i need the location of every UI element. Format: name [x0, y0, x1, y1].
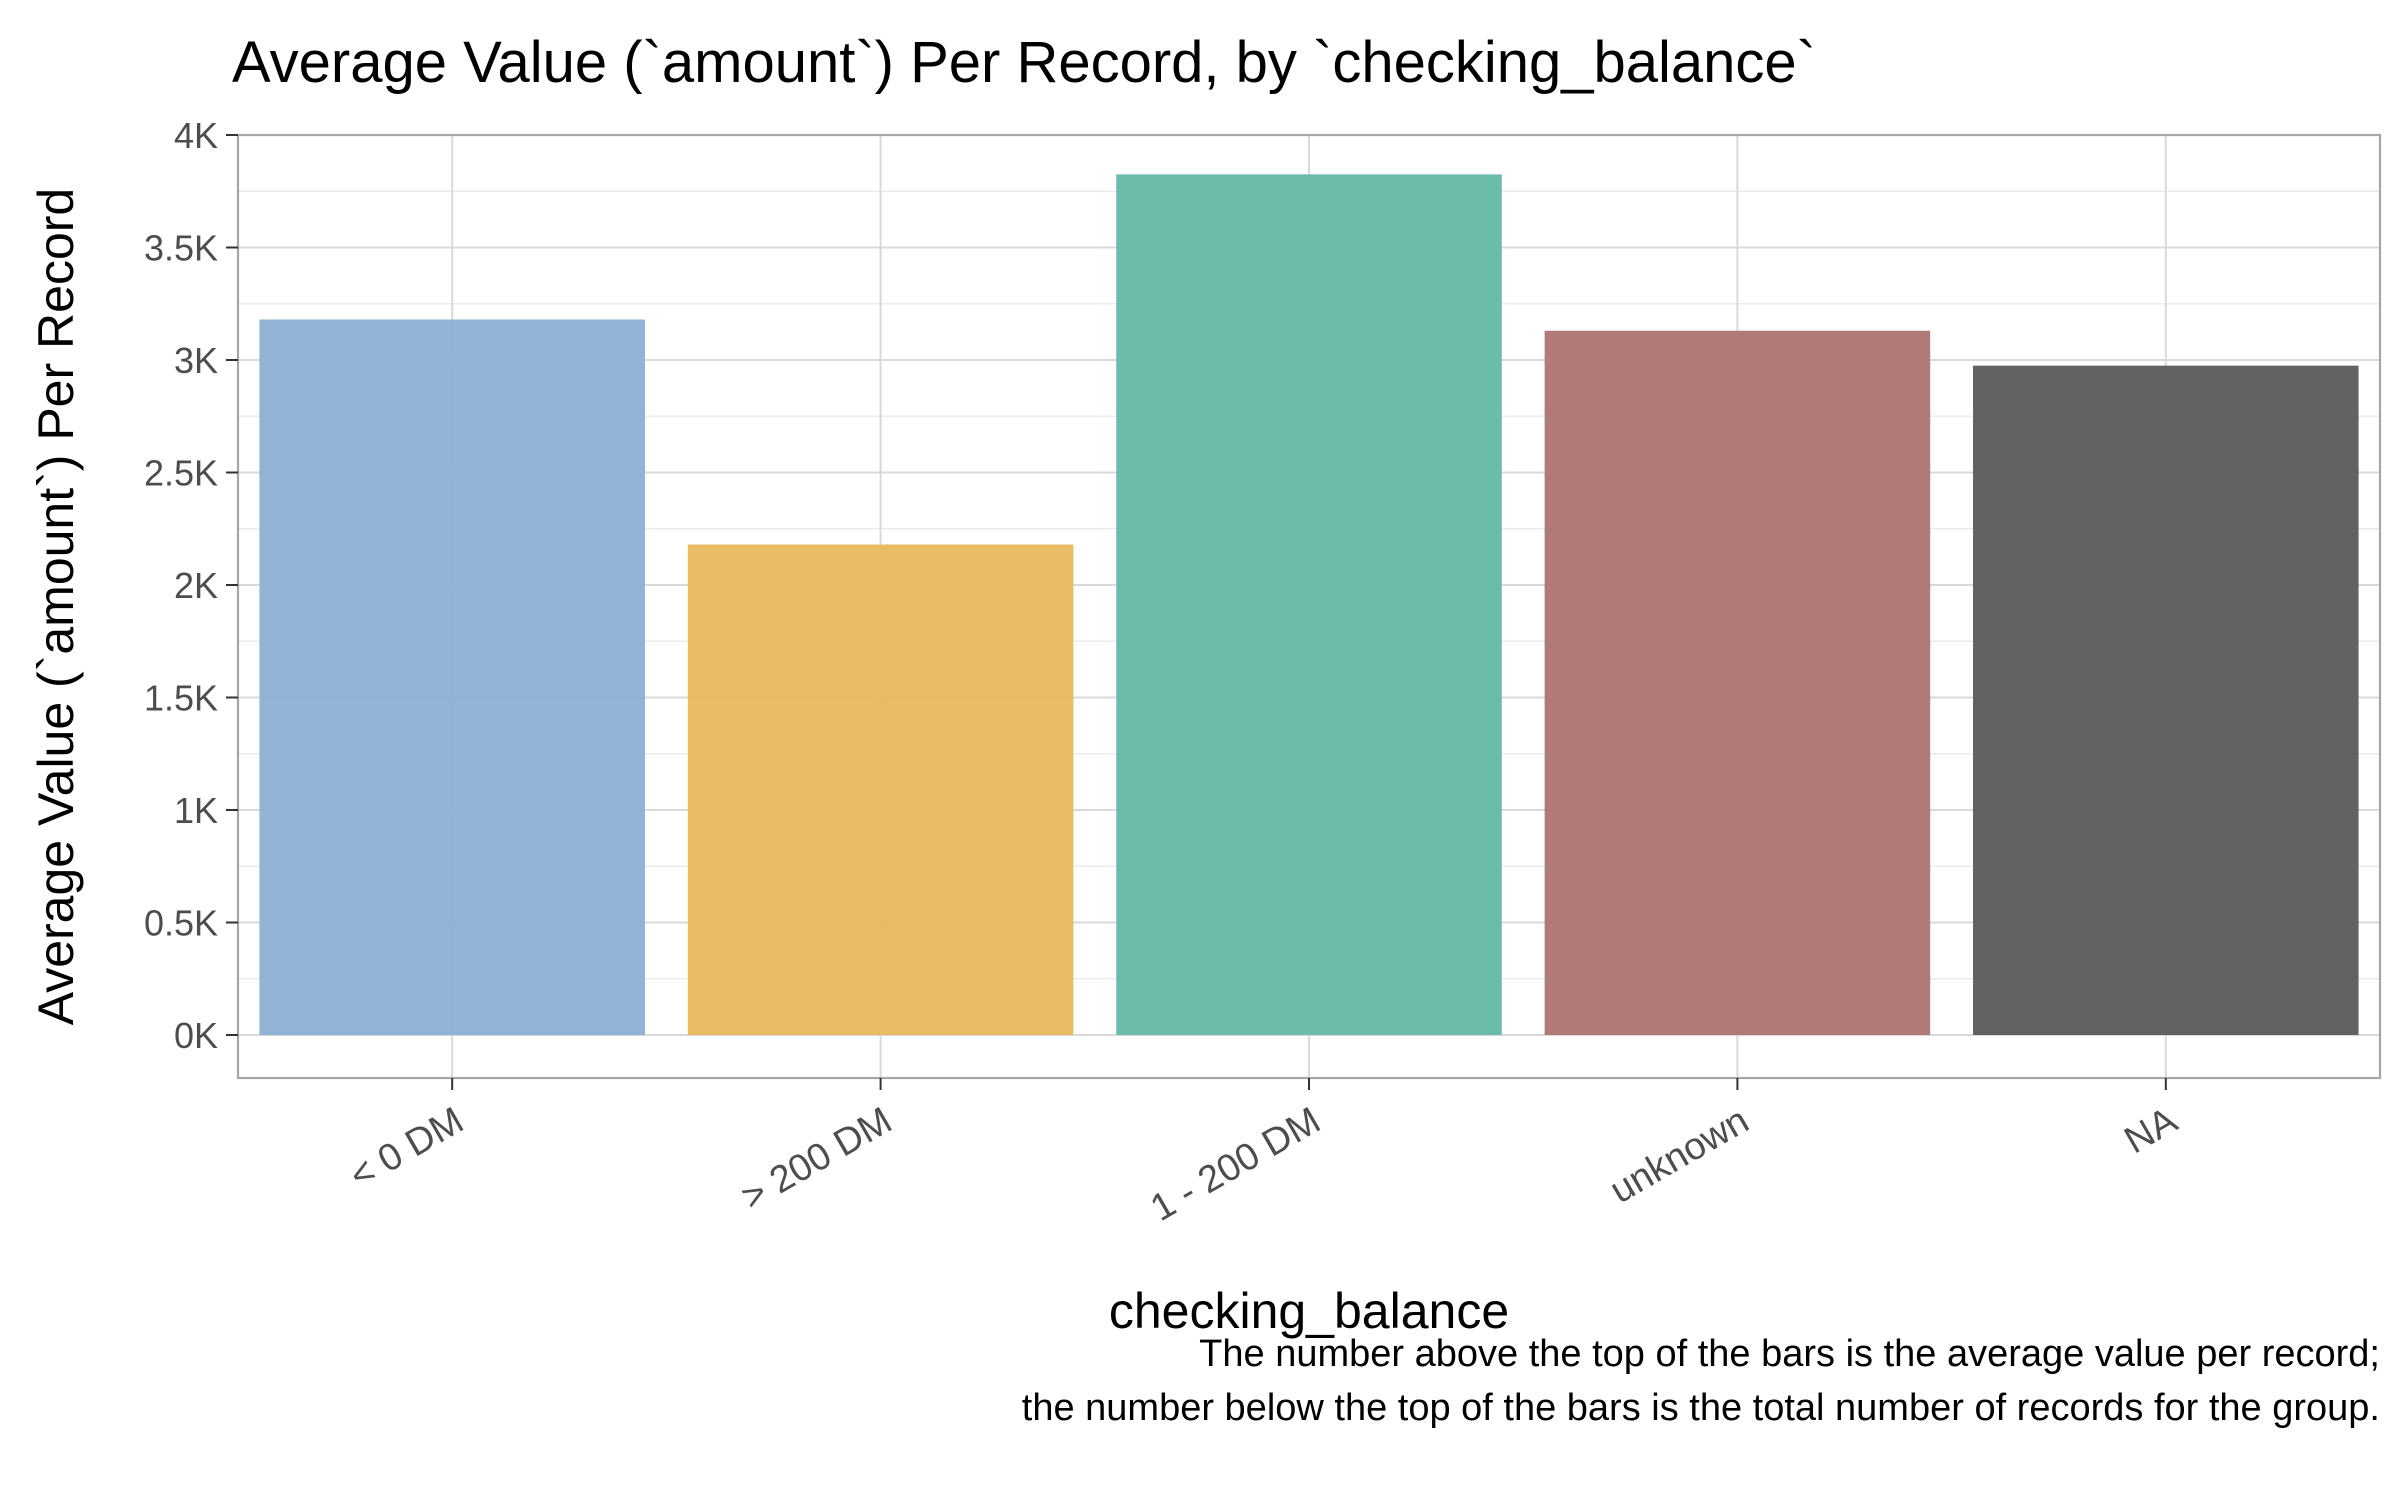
bars: [259, 174, 2359, 1035]
x-tick-label: unknown: [1603, 1099, 1756, 1211]
y-axis-title: Average Value (`amount`) Per Record: [28, 188, 84, 1025]
y-axis-ticks: 0K 0.5K 1K 1.5K 2K 2.5K 3K 3.5K 4K: [144, 115, 238, 1056]
x-tick-label: > 200 DM: [735, 1099, 900, 1218]
y-tick-label: 2.5K: [144, 453, 218, 494]
y-tick-label: 3K: [174, 340, 218, 381]
caption-line-2: the number below the top of the bars is …: [1022, 1387, 2380, 1429]
y-tick-label: 2K: [174, 565, 218, 606]
x-tick-label: NA: [2118, 1099, 2185, 1162]
bar-200-dm: [687, 544, 1074, 1035]
y-tick-label: 4K: [174, 115, 218, 156]
x-tick-label: < 0 DM: [343, 1099, 471, 1197]
bar-0-dm: [259, 319, 645, 1035]
chart-title: Average Value (`amount`) Per Record, by …: [232, 30, 1816, 95]
bar-unknown: [1544, 330, 1931, 1035]
y-tick-label: 1K: [174, 790, 218, 831]
y-tick-label: 3.5K: [144, 228, 218, 269]
bar-1-200-dm: [1116, 174, 1502, 1035]
y-tick-label: 0.5K: [144, 903, 218, 944]
x-axis-title: checking_balance: [1109, 1283, 1509, 1339]
y-tick-label: 1.5K: [144, 678, 218, 719]
y-tick-label: 0K: [174, 1015, 218, 1056]
x-tick-label: 1 - 200 DM: [1144, 1099, 1328, 1229]
caption-line-1: The number above the top of the bars is …: [1199, 1333, 2380, 1375]
x-axis-ticks: < 0 DM > 200 DM 1 - 200 DM unknown NA: [343, 1078, 2185, 1230]
bar-na: [1973, 365, 2359, 1035]
